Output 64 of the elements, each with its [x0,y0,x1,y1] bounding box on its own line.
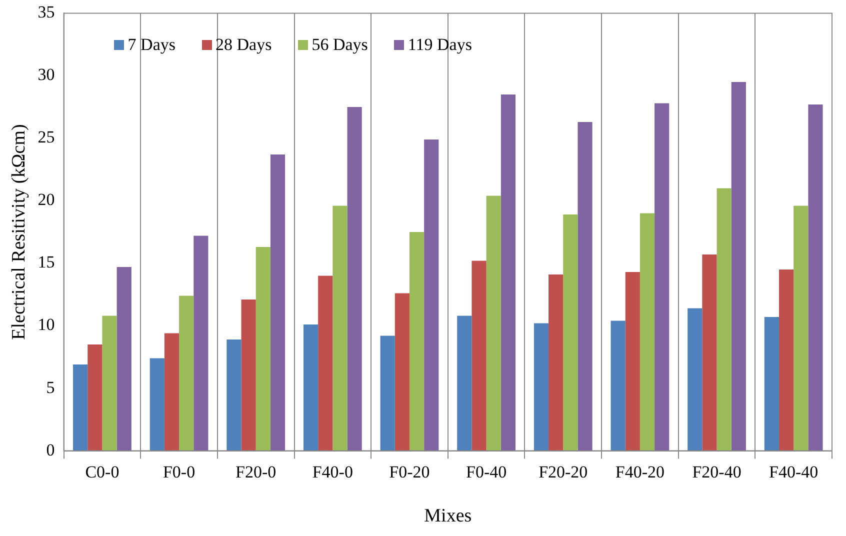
bar [270,154,286,451]
bar [116,267,132,451]
y-tick-label: 15 [38,252,55,272]
bar [164,333,180,451]
legend-label: 119 Days [406,35,472,56]
bar [194,236,208,451]
y-tick-label: 30 [38,65,55,84]
bar [179,296,194,451]
bar [764,317,779,451]
bar [625,272,640,451]
bar [380,336,395,451]
legend-label: 56 Days [310,35,368,56]
x-tick-label: F40-40 [769,462,818,482]
x-tick-label: F0-20 [389,462,430,482]
y-tick-label: 20 [38,190,55,210]
bar [808,104,823,451]
bar [578,122,592,451]
x-tick-label: C0-0 [85,462,120,482]
bar [778,270,794,451]
x-tick-label: F20-40 [692,462,742,482]
y-tick-label: 35 [38,2,55,22]
bar [563,214,578,451]
bar [88,344,102,451]
bar [500,94,516,451]
legend-label: 7 Days [126,35,176,56]
bar [73,364,88,451]
x-tick-label: F20-0 [236,462,276,482]
bar [102,316,117,451]
bar [332,206,348,451]
y-tick-label: 25 [38,128,55,147]
bar [472,260,486,451]
bar [731,82,746,451]
bar [347,106,362,451]
x-tick-label: F40-0 [312,462,353,482]
x-tick-label: F0-0 [162,462,196,482]
bar [457,316,472,451]
bar [256,247,270,451]
bar [534,323,549,451]
bar [794,206,808,451]
y-tick-label: 5 [46,378,55,397]
x-axis-title: Mixes [424,506,472,527]
bar [548,274,564,451]
bar [716,188,732,451]
bar [424,139,439,451]
y-axis-title: Electrical Resitivity (kΩcm) [8,124,30,340]
y-tick-label: 0 [46,440,55,460]
bar [150,358,164,451]
bar [702,254,717,451]
bar [409,232,424,451]
bar [394,293,410,451]
bar [640,213,655,451]
bar [610,320,626,451]
bar [688,308,702,451]
bar [303,324,318,451]
bar [226,340,242,451]
x-tick-label: F40-20 [615,462,665,482]
y-tick-label: 10 [38,315,55,334]
bar [654,103,670,451]
bar [318,276,333,451]
legend-label: 28 Days [214,35,272,56]
bar [486,196,501,451]
bar [241,300,256,451]
x-tick-label: F20-20 [538,462,588,482]
x-tick-label: F0-40 [466,462,507,482]
